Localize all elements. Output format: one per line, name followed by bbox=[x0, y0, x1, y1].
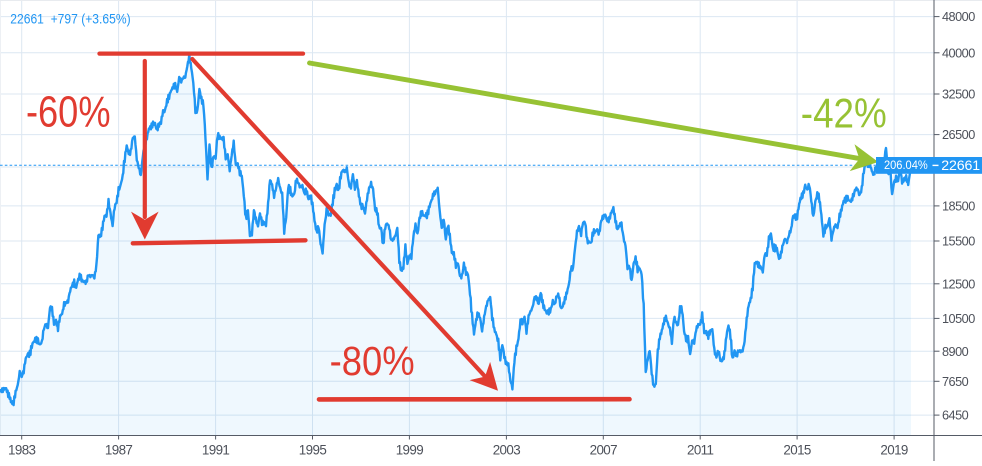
svg-text:1995: 1995 bbox=[299, 443, 327, 458]
svg-text:18500: 18500 bbox=[942, 200, 975, 214]
svg-text:1983: 1983 bbox=[8, 443, 36, 458]
svg-text:-60%: -60% bbox=[26, 87, 111, 136]
svg-text:26500: 26500 bbox=[942, 128, 975, 142]
svg-text:-42%: -42% bbox=[801, 89, 887, 136]
svg-text:1999: 1999 bbox=[396, 443, 424, 458]
svg-text:8900: 8900 bbox=[942, 345, 969, 359]
svg-text:2003: 2003 bbox=[493, 443, 521, 458]
svg-text:2019: 2019 bbox=[880, 443, 908, 458]
svg-text:22661 +797 (+3.65%): 22661 +797 (+3.65%) bbox=[10, 11, 130, 26]
svg-text:7650: 7650 bbox=[942, 375, 969, 389]
svg-text:12500: 12500 bbox=[942, 277, 975, 291]
svg-text:15500: 15500 bbox=[942, 235, 975, 249]
svg-text:1991: 1991 bbox=[202, 443, 230, 458]
svg-text:2011: 2011 bbox=[687, 443, 714, 458]
svg-text:206.04%: 206.04% bbox=[884, 158, 928, 172]
svg-text:48000: 48000 bbox=[942, 10, 975, 24]
svg-text:40000: 40000 bbox=[942, 46, 975, 60]
svg-text:1987: 1987 bbox=[105, 443, 133, 458]
svg-text:2007: 2007 bbox=[590, 443, 618, 458]
svg-text:22661: 22661 bbox=[941, 158, 980, 174]
svg-text:10500: 10500 bbox=[942, 312, 975, 326]
svg-text:32500: 32500 bbox=[942, 88, 975, 102]
svg-text:2015: 2015 bbox=[783, 443, 811, 458]
svg-text:6450: 6450 bbox=[942, 409, 969, 423]
svg-text:-80%: -80% bbox=[330, 338, 415, 384]
